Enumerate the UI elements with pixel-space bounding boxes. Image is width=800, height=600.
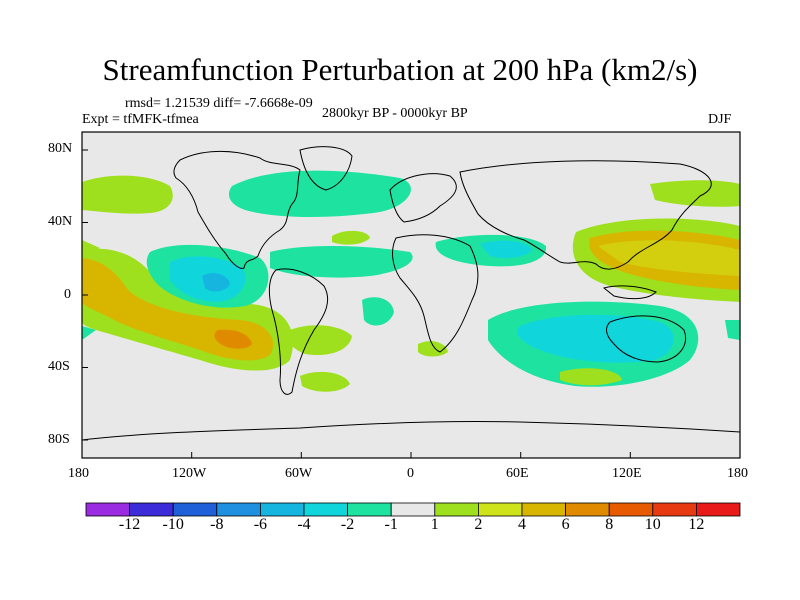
x-tick-180w: 180 (68, 466, 89, 481)
colorbar-box (521, 502, 566, 517)
x-tick-60e: 60E (506, 466, 529, 481)
tick-marks (81, 149, 741, 458)
coast-north-america (173, 151, 301, 269)
coast-antarctica (82, 420, 740, 441)
x-tick-120w: 120W (172, 466, 207, 481)
colorbar-label: -6 (253, 516, 268, 533)
experiment-text: Expt = tfMFK-tfmea (82, 112, 199, 127)
colorbar-box (303, 502, 348, 517)
field-far-west-neg (82, 326, 96, 340)
colorbar-box (347, 502, 392, 517)
field-south-atlantic-pos (300, 371, 350, 392)
colorbar-label: -12 (118, 516, 141, 533)
x-tick-60w: 60W (285, 466, 313, 481)
field-north-pacific-east (650, 180, 740, 207)
field-atlantic-neg-1 (270, 246, 413, 278)
field-australia-east-neg (725, 320, 740, 340)
colorbar-box (85, 502, 130, 517)
colorbar-label: -2 (340, 516, 355, 533)
x-tick-120e: 120E (612, 466, 642, 481)
colorbar-box (477, 502, 523, 517)
field-indian-ocean-pos (560, 368, 622, 386)
coast-europe (389, 173, 457, 223)
colorbar-box (259, 502, 305, 517)
colorbar-label: -4 (297, 516, 311, 533)
colorbar-box (172, 502, 218, 517)
stats-text: rmsd= 1.21539 diff= -7.6668e-09 (125, 96, 313, 111)
colorbar-label: -1 (384, 516, 398, 533)
field-peru-6 (214, 329, 252, 349)
colorbar-label: -10 (162, 516, 184, 533)
y-tick-40n: 40N (48, 214, 73, 229)
colorbar-box (216, 502, 261, 517)
colorbar-label: 1 (430, 516, 439, 533)
field-south-america-neg (287, 325, 352, 356)
colorbar-box (608, 502, 654, 517)
colorbar-box (565, 502, 610, 517)
field-indian-ocean-neg4 (516, 314, 674, 363)
colorbar-label: 10 (644, 516, 661, 533)
chart-title: Streamfunction Perturbation at 200 hPa (… (102, 52, 698, 87)
x-tick-180e: 180 (727, 466, 748, 481)
colorbar-label: 8 (605, 516, 614, 533)
field-middle-east-neg4 (480, 240, 532, 258)
coastlines (82, 146, 740, 441)
x-tick-0: 0 (407, 466, 414, 481)
field-atlantic-neg-2 (332, 230, 370, 245)
colorbar-box (434, 502, 479, 517)
field-north-pacific-pos (82, 175, 173, 214)
field-mid-atlantic-neg (362, 297, 394, 326)
coast-south-america (268, 268, 329, 395)
colorbar-box (390, 502, 436, 517)
y-tick-40s: 40S (48, 359, 70, 374)
field-north-atlantic-neg (228, 170, 411, 217)
colorbar-label: 12 (688, 516, 705, 533)
coast-maritime (602, 285, 657, 300)
contour-fields (82, 170, 740, 392)
colorbar-label: -8 (210, 516, 224, 533)
colorbar-label: 2 (474, 516, 483, 533)
y-tick-80n: 80N (48, 141, 73, 156)
colorbar-label: 4 (518, 516, 526, 533)
field-west-pacific-2b (598, 240, 740, 276)
y-tick-80s: 80S (48, 432, 70, 447)
y-tick-0: 0 (64, 287, 71, 302)
colorbar-box (652, 502, 697, 517)
season-label: DJF (708, 112, 732, 127)
field-tropical-pacific-neg6 (202, 273, 230, 292)
coast-asia (459, 160, 712, 270)
colorbar (85, 502, 741, 517)
colorbar-box (696, 502, 741, 517)
coast-australia (606, 315, 686, 363)
coast-africa (392, 234, 479, 353)
colorbar-label: 6 (561, 516, 570, 533)
field-southern-africa-pos (418, 341, 448, 357)
coast-greenland (299, 146, 353, 191)
colorbar-box (129, 502, 174, 517)
period-text: 2800kyr BP - 0000kyr BP (322, 106, 468, 121)
